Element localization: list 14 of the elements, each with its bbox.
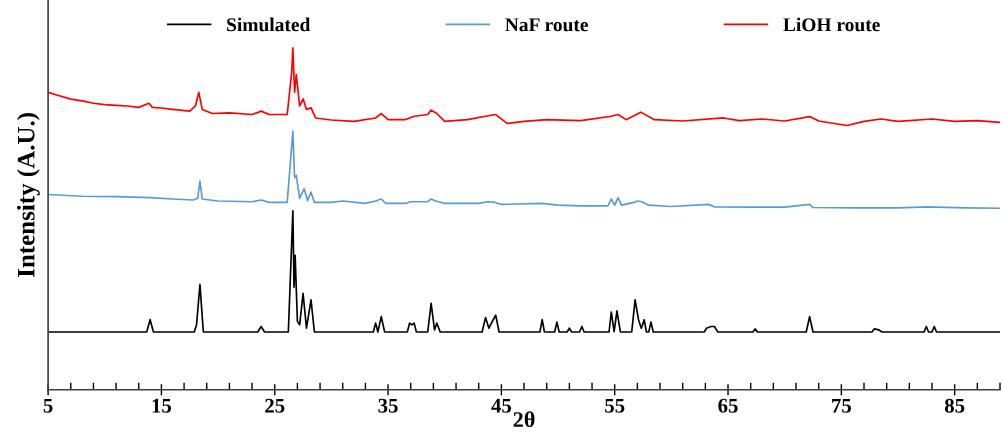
x-axis-title: 2θ (513, 411, 535, 428)
x-tick-label: 45 (491, 398, 512, 413)
x-tick-label: 75 (832, 398, 851, 413)
legend-label: NaF route (505, 18, 588, 32)
legend-label: LiOH route (783, 17, 880, 32)
x-tick-label: 85 (944, 398, 965, 413)
x-tick-label: 25 (265, 398, 285, 413)
x-tick-label: 5 (43, 398, 53, 413)
x-tick-label: 15 (152, 398, 172, 413)
x-tick-label: 65 (718, 398, 738, 413)
x-tick-label: 55 (605, 398, 625, 413)
x-tick-label: 35 (378, 398, 398, 413)
legend-label: Simulated (227, 17, 311, 32)
y-axis-title: Intensity (A.U.) (17, 112, 40, 278)
